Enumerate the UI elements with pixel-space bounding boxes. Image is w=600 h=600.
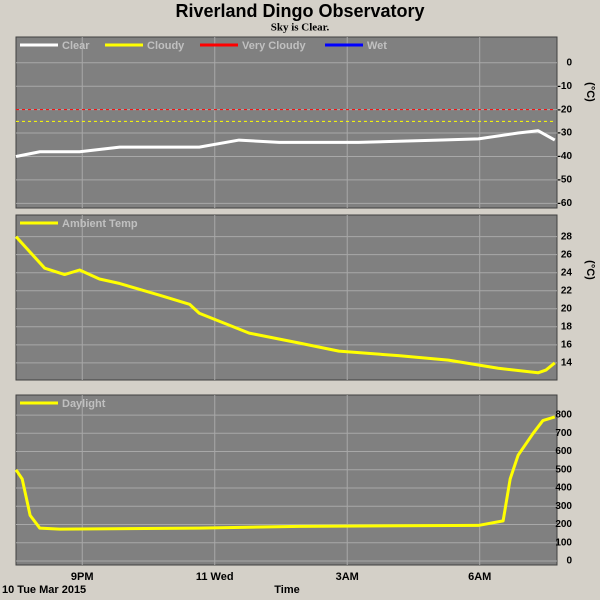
y-tick-label: 500 [555,464,572,475]
y-tick-label: 400 [555,483,572,494]
x-tick-label: 3AM [336,571,359,583]
y-axis-label: (°C) [584,82,596,102]
y-tick-label: 24 [561,267,573,278]
y-tick-label: 0 [566,556,572,567]
date-label: 10 Tue Mar 2015 [2,584,86,596]
y-tick-label: 22 [561,285,573,296]
series-line [15,129,556,158]
y-tick-label: 0 [566,57,572,68]
y-tick-label: -50 [558,175,573,186]
y-tick-label: -40 [558,151,573,162]
legend-label: Very Cloudy [242,40,306,52]
chart-title: Riverland Dingo Observatory [175,1,424,21]
x-tick-label: 9PM [71,571,94,583]
y-tick-label: -60 [558,198,573,209]
y-tick-label: 26 [561,249,573,260]
x-tick-label: 6AM [468,571,491,583]
y-tick-label: 20 [561,303,573,314]
legend-label: Ambient Temp [62,218,138,230]
legend-label: Clear [62,40,90,52]
legend-label: Daylight [62,398,106,410]
y-tick-label: -10 [558,81,573,92]
x-tick-label: 11 Wed [196,571,234,583]
y-tick-label: 18 [561,321,573,332]
x-axis-label: Time [274,584,299,596]
y-tick-label: -20 [558,104,573,115]
y-tick-label: -30 [558,128,573,139]
series-line [14,415,556,531]
plot-area [15,214,558,381]
series-line [14,235,556,375]
y-tick-label: 100 [555,537,572,548]
plot-area [15,394,558,566]
y-tick-label: 700 [555,428,572,439]
y-tick-label: 16 [561,339,573,350]
y-tick-label: 28 [561,231,573,242]
legend-label: Wet [367,40,387,52]
y-axis-label: (°C) [584,260,596,280]
y-tick-label: 300 [555,501,572,512]
y-tick-label: 200 [555,519,572,530]
y-tick-label: 14 [561,358,573,369]
chart-subtitle: Sky is Clear. [271,22,330,34]
y-tick-label: 600 [555,446,572,457]
y-tick-label: 800 [555,410,572,421]
legend-label: Cloudy [147,40,185,52]
